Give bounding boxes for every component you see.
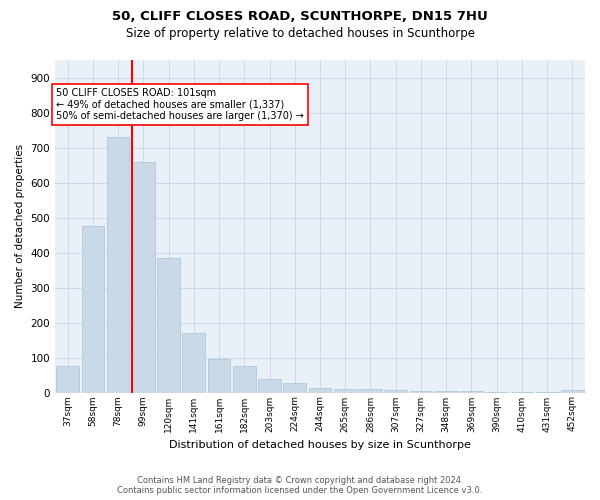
Bar [410, 391, 433, 392]
Bar [132, 162, 155, 392]
Bar [208, 358, 230, 392]
Bar [334, 389, 356, 392]
Bar [182, 333, 205, 392]
Bar [308, 388, 331, 392]
Bar [283, 382, 306, 392]
Bar [561, 390, 584, 392]
X-axis label: Distribution of detached houses by size in Scunthorpe: Distribution of detached houses by size … [169, 440, 471, 450]
Bar [56, 366, 79, 392]
Y-axis label: Number of detached properties: Number of detached properties [15, 144, 25, 308]
Bar [359, 389, 382, 392]
Bar [385, 390, 407, 392]
Text: Size of property relative to detached houses in Scunthorpe: Size of property relative to detached ho… [125, 28, 475, 40]
Bar [82, 226, 104, 392]
Bar [258, 378, 281, 392]
Bar [435, 391, 458, 392]
Bar [107, 137, 130, 392]
Bar [157, 258, 180, 392]
Text: Contains HM Land Registry data © Crown copyright and database right 2024.
Contai: Contains HM Land Registry data © Crown c… [118, 476, 482, 495]
Bar [233, 366, 256, 392]
Text: 50, CLIFF CLOSES ROAD, SCUNTHORPE, DN15 7HU: 50, CLIFF CLOSES ROAD, SCUNTHORPE, DN15 … [112, 10, 488, 23]
Text: 50 CLIFF CLOSES ROAD: 101sqm
← 49% of detached houses are smaller (1,337)
50% of: 50 CLIFF CLOSES ROAD: 101sqm ← 49% of de… [56, 88, 304, 121]
